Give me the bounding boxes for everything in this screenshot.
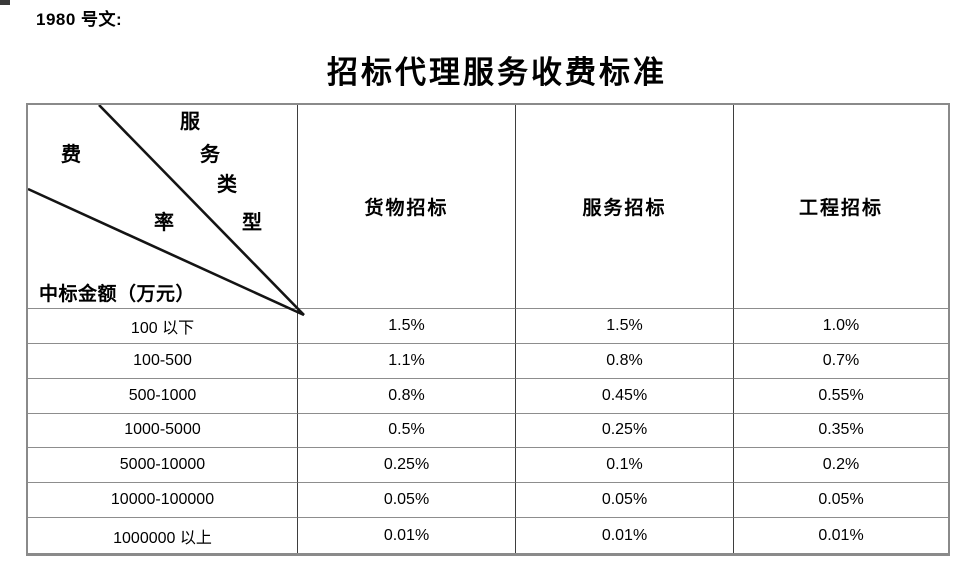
- corner-label-fee-rate-char: 费: [61, 144, 81, 166]
- rate-value: 0.25%: [516, 413, 734, 449]
- rate-value: 0.2%: [734, 448, 948, 484]
- row-amount: 500-1000: [28, 378, 298, 414]
- row-amount: 100-500: [28, 343, 298, 379]
- rate-value: 1.0%: [734, 309, 948, 344]
- rate-value: 0.35%: [734, 414, 948, 449]
- rate-value: 0.25%: [298, 448, 516, 484]
- fee-standard-table: 服 务 类 型 费 率 中标金额（万元） 货物招标 服务招标 工程招标 100 …: [26, 103, 950, 556]
- rate-value: 0.1%: [516, 448, 734, 484]
- rate-value: 0.05%: [516, 483, 734, 519]
- corner-label-amount: 中标金额（万元）: [39, 284, 196, 305]
- rate-value: 0.8%: [298, 378, 516, 414]
- rate-value: 1.5%: [516, 309, 734, 344]
- row-amount: 100 以下: [28, 309, 298, 344]
- rate-value: 0.8%: [516, 343, 734, 379]
- corner-label-service-type-char: 服: [180, 111, 200, 133]
- corner-label-service-type-char: 务: [200, 144, 220, 166]
- rate-value: 1.1%: [298, 343, 516, 379]
- rate-value: 0.01%: [516, 518, 734, 553]
- rate-value: 0.45%: [516, 378, 734, 414]
- row-amount: 5000-10000: [28, 448, 298, 484]
- rate-value: 0.5%: [298, 413, 516, 449]
- page-title: 招标代理服务收费标准: [327, 55, 667, 90]
- corner-label-service-type-char: 类: [217, 174, 237, 196]
- corner-label-service-type-char: 型: [242, 212, 262, 234]
- screen-edge-artifact: [0, 0, 10, 5]
- column-header-works: 工程招标: [734, 105, 948, 309]
- row-amount: 1000000 以上: [28, 518, 298, 553]
- row-amount: 10000-100000: [28, 483, 298, 519]
- doc-number: 1980 号文:: [36, 10, 123, 29]
- row-amount: 1000-5000: [28, 413, 298, 449]
- rate-value: 0.05%: [298, 483, 516, 519]
- column-header-services: 服务招标: [516, 105, 734, 309]
- corner-header-cell: 服 务 类 型 费 率 中标金额（万元）: [28, 105, 305, 317]
- rate-value: 0.55%: [734, 379, 948, 414]
- rate-value: 0.05%: [734, 483, 948, 519]
- rate-value: 0.01%: [818, 526, 864, 544]
- rate-value: 0.7%: [734, 344, 948, 379]
- column-header-goods: 货物招标: [298, 105, 516, 309]
- rate-value: 1.5%: [298, 309, 516, 344]
- rate-value: 0.01%: [298, 518, 516, 553]
- corner-label-fee-rate-char: 率: [154, 212, 174, 234]
